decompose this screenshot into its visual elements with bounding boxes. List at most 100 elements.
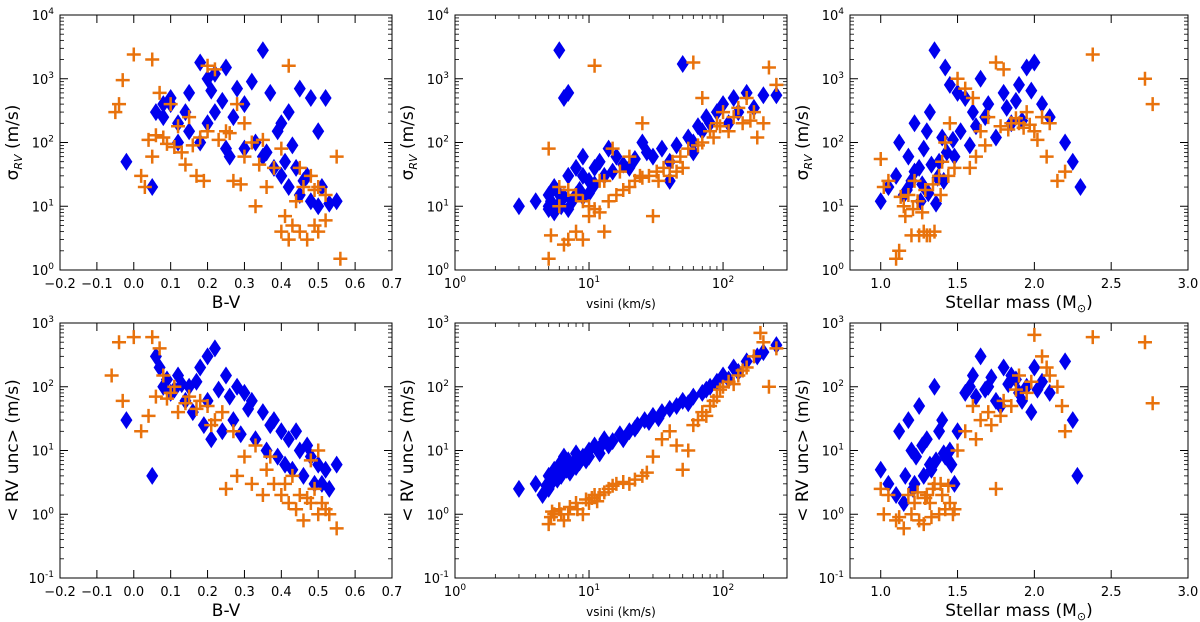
point-diamond: [640, 143, 653, 162]
point-plus: [706, 130, 721, 145]
point-plus: [237, 449, 252, 464]
point-plus: [259, 180, 274, 195]
point-diamond: [979, 380, 992, 399]
point-plus: [541, 141, 556, 156]
point-diamond: [893, 422, 906, 441]
point-diamond: [275, 422, 288, 441]
point-plus: [134, 424, 149, 439]
point-plus: [1042, 116, 1057, 131]
point-plus: [907, 496, 922, 511]
point-diamond: [512, 479, 525, 498]
point-diamond: [512, 197, 525, 216]
point-plus: [561, 182, 576, 197]
point-plus: [938, 135, 953, 150]
point-plus: [244, 476, 259, 491]
point-plus: [915, 205, 930, 220]
point-plus: [654, 432, 669, 447]
point-plus: [167, 379, 182, 394]
point-plus: [174, 145, 189, 160]
point-plus: [635, 170, 650, 185]
point-plus: [935, 154, 950, 169]
point-plus: [274, 141, 289, 156]
point-diamond: [959, 88, 972, 107]
point-plus: [226, 424, 241, 439]
point-plus: [1035, 349, 1050, 364]
point-plus: [690, 413, 705, 428]
point-plus: [189, 168, 204, 183]
point-plus: [597, 224, 612, 239]
point-diamond: [146, 466, 159, 485]
point-plus: [675, 462, 690, 477]
point-plus: [933, 188, 948, 203]
xtick-label: 0.1: [160, 585, 181, 600]
point-diamond: [890, 486, 903, 505]
point-diamond: [937, 444, 950, 463]
ytick-label: 102: [822, 379, 844, 396]
point-plus: [933, 476, 948, 491]
ytick-label: 102: [427, 379, 449, 396]
point-diamond: [242, 399, 255, 418]
point-diamond: [304, 88, 317, 107]
point-plus: [590, 494, 605, 509]
point-diamond: [264, 83, 277, 102]
point-diamond: [902, 411, 915, 430]
point-plus: [716, 105, 731, 120]
point-diamond: [1016, 391, 1029, 410]
point-diamond: [205, 430, 218, 449]
point-plus: [193, 393, 208, 408]
ytick-label: 100: [32, 262, 55, 279]
point-diamond: [913, 396, 926, 415]
point-plus: [314, 496, 329, 511]
point-plus: [281, 496, 296, 511]
point-diamond: [220, 58, 232, 77]
ytick-label: 103: [32, 71, 54, 88]
point-plus: [333, 251, 348, 266]
point-plus: [935, 488, 950, 503]
point-diamond: [652, 409, 665, 428]
point-plus: [889, 513, 904, 528]
point-plus: [266, 160, 281, 175]
point-diamond: [874, 192, 887, 211]
point-diamond: [1025, 403, 1038, 422]
point-plus: [1035, 110, 1050, 125]
point-plus: [941, 168, 956, 183]
panel-p4: 10-1 100 101 102 103 −0.2 −0.1 0.0 0.1 0.2 0.3 0.4 0…: [3, 315, 402, 621]
point-plus: [893, 189, 908, 204]
point-plus: [669, 164, 684, 179]
point-plus: [112, 335, 127, 350]
point-diamond: [954, 122, 967, 141]
y-axis-label: < RV unc> (m/s): [398, 379, 418, 522]
point-plus: [726, 377, 741, 392]
ytick-label: 100: [32, 506, 55, 523]
point-diamond: [951, 422, 964, 441]
point-diamond: [917, 139, 930, 158]
y-axis-label: σRV (m/s): [3, 105, 25, 181]
point-plus: [709, 116, 724, 131]
point-plus: [274, 224, 289, 239]
point-plus: [721, 124, 736, 139]
point-plus: [134, 168, 149, 183]
point-plus: [873, 481, 888, 496]
plot-frame: [454, 322, 788, 579]
point-plus: [958, 424, 973, 439]
point-plus: [962, 160, 977, 175]
point-diamond: [1000, 98, 1013, 117]
point-plus: [263, 449, 278, 464]
point-diamond: [1028, 53, 1041, 72]
point-plus: [1008, 111, 1023, 126]
point-plus: [178, 396, 193, 411]
ytick-label: 10-1: [818, 570, 844, 587]
point-plus: [746, 105, 761, 120]
point-diamond: [120, 411, 133, 430]
point-plus: [597, 485, 612, 500]
xtick-label: 1.5: [947, 277, 968, 292]
point-diamond: [323, 479, 336, 498]
point-diamond: [231, 79, 244, 98]
point-diamond: [770, 86, 783, 105]
point-diamond: [943, 75, 956, 94]
point-diamond: [301, 436, 314, 455]
ytick-label: 104: [822, 7, 845, 24]
point-plus: [182, 110, 197, 125]
point-diamond: [642, 412, 655, 431]
